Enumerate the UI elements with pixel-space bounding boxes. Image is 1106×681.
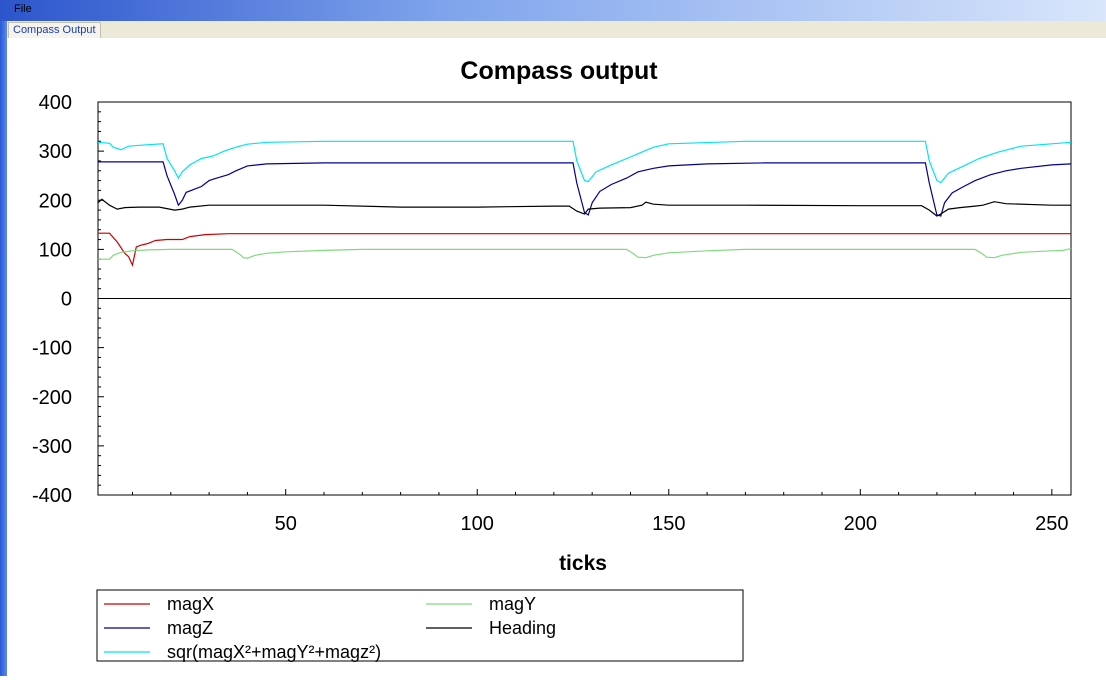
x-tick-label: 150 <box>652 513 685 535</box>
legend-label: Heading <box>489 618 556 638</box>
plot-panel: Compass output -400 -300 -200 -100 0 100 200 30… <box>7 38 1106 676</box>
x-tick-label: 200 <box>844 513 877 535</box>
y-tick-label: 0 <box>61 289 72 311</box>
y-tick-label: 300 <box>39 141 72 163</box>
x-tick-label: 100 <box>461 513 494 535</box>
file-menu[interactable]: File <box>14 3 32 15</box>
x-tick-label: 250 <box>1035 513 1068 535</box>
y-tick-label: -100 <box>32 338 72 360</box>
axes: -400 -300 -200 -100 0 100 200 300 400 50 100 150 200… <box>32 92 1071 535</box>
y-tick-label: 400 <box>39 92 72 114</box>
compass-chart: Compass output -400 -300 -200 -100 0 100 200 30… <box>32 57 1072 662</box>
y-tick-label: -300 <box>32 436 72 458</box>
legend-label: magZ <box>167 618 213 638</box>
legend-label: sqr(magX²+magY²+magz²) <box>167 642 381 662</box>
tab-compass-output[interactable]: Compass Output <box>8 22 101 38</box>
menu-bar: File <box>0 0 1106 21</box>
y-tick-label: -400 <box>32 485 72 507</box>
legend-label: magY <box>489 594 536 614</box>
legend <box>96 589 744 662</box>
series-line-magy <box>98 247 1072 260</box>
series-line-sqr-magx-magy-magz- <box>97 140 1072 184</box>
y-tick-label: 100 <box>39 239 72 261</box>
window-left-border <box>0 21 7 676</box>
chart-title: Compass output <box>460 57 658 85</box>
y-tick-label: -200 <box>32 387 72 409</box>
x-axis-label: ticks <box>559 552 607 575</box>
y-tick-label: 200 <box>39 190 72 212</box>
x-tick-label: 50 <box>275 513 297 535</box>
series-line-magx <box>98 232 1071 267</box>
series-line-magz <box>98 161 1072 217</box>
legend-label: magX <box>167 594 214 614</box>
series-lines <box>97 140 1072 267</box>
tab-strip: Compass Output <box>0 21 1106 39</box>
series-line-heading <box>97 198 1071 217</box>
legend-items: magX magY magZ Heading sqr(magX²+magY²+magz²… <box>104 594 556 662</box>
